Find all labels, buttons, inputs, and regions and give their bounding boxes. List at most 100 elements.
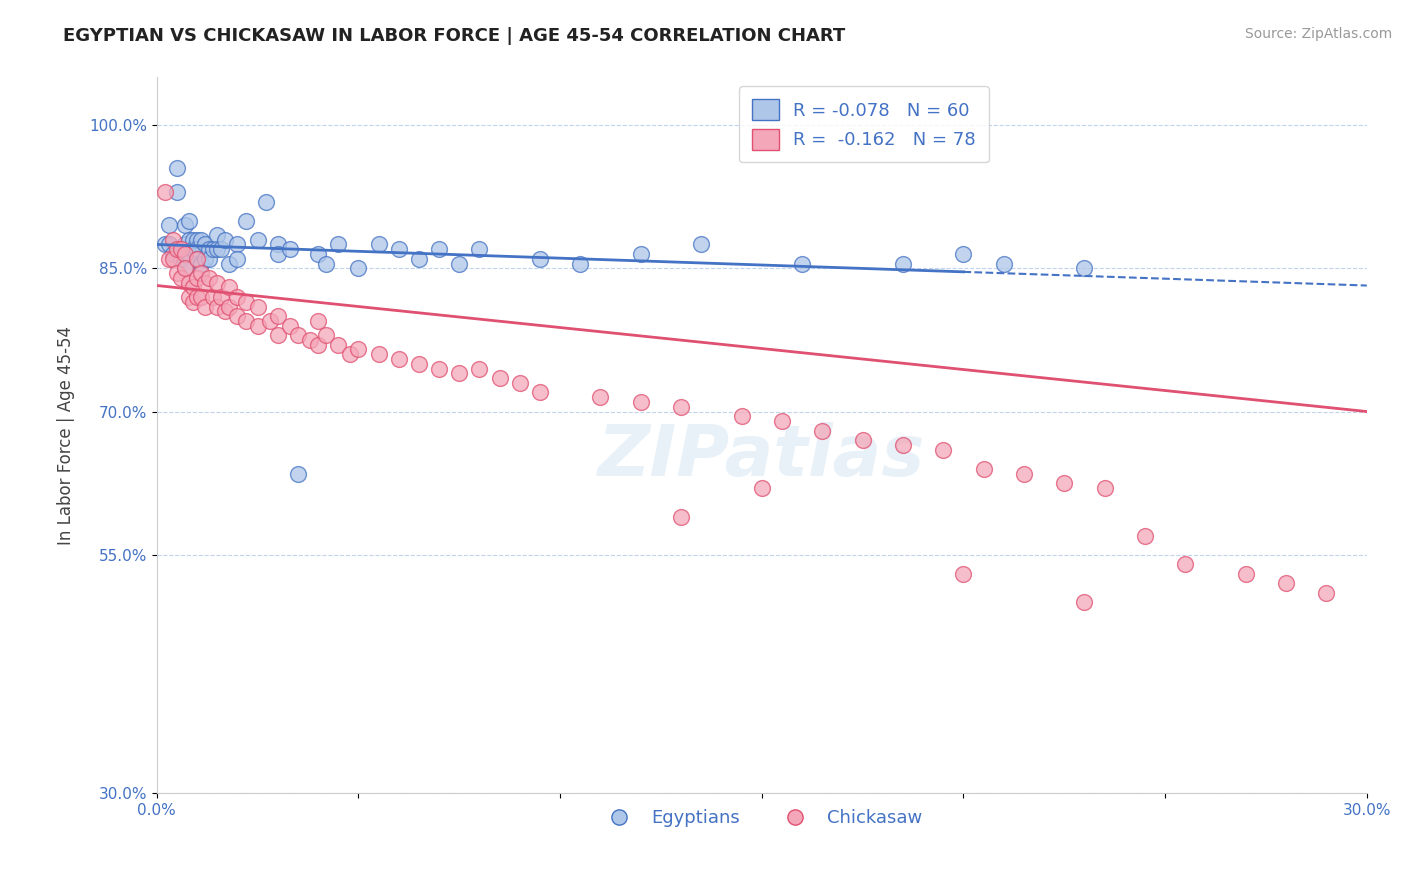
Point — [214, 304, 236, 318]
Point — [202, 242, 225, 256]
Point — [209, 290, 232, 304]
Point — [194, 237, 217, 252]
Point — [529, 252, 551, 266]
Point — [509, 376, 531, 390]
Point — [207, 300, 229, 314]
Point — [408, 357, 430, 371]
Point — [307, 314, 329, 328]
Point — [186, 252, 208, 266]
Point — [235, 213, 257, 227]
Point — [891, 256, 914, 270]
Point — [1053, 476, 1076, 491]
Point — [170, 242, 193, 256]
Point — [186, 242, 208, 256]
Point — [468, 361, 491, 376]
Point — [307, 337, 329, 351]
Point — [347, 261, 370, 276]
Point — [174, 261, 197, 276]
Legend: Egyptians, Chickasaw: Egyptians, Chickasaw — [593, 802, 929, 834]
Point — [166, 266, 188, 280]
Point — [315, 328, 337, 343]
Text: Source: ZipAtlas.com: Source: ZipAtlas.com — [1244, 27, 1392, 41]
Point — [267, 328, 290, 343]
Point — [166, 185, 188, 199]
Point — [218, 300, 240, 314]
Point — [267, 309, 290, 323]
Point — [194, 252, 217, 266]
Point — [198, 271, 221, 285]
Point — [162, 252, 184, 266]
Point — [852, 433, 875, 447]
Point — [427, 361, 450, 376]
Point — [278, 318, 301, 333]
Point — [307, 247, 329, 261]
Point — [226, 290, 249, 304]
Point — [388, 242, 411, 256]
Point — [170, 252, 193, 266]
Point — [952, 247, 974, 261]
Point — [190, 266, 212, 280]
Point — [529, 385, 551, 400]
Point — [367, 347, 389, 361]
Point — [770, 414, 793, 428]
Point — [186, 252, 208, 266]
Point — [246, 318, 269, 333]
Point — [1234, 566, 1257, 581]
Point — [153, 237, 176, 252]
Y-axis label: In Labor Force | Age 45-54: In Labor Force | Age 45-54 — [58, 326, 75, 545]
Point — [209, 242, 232, 256]
Point — [235, 314, 257, 328]
Point — [207, 242, 229, 256]
Point — [973, 462, 995, 476]
Point — [449, 367, 471, 381]
Point — [569, 256, 592, 270]
Point — [690, 237, 713, 252]
Point — [166, 161, 188, 175]
Point — [1012, 467, 1035, 481]
Point — [174, 237, 197, 252]
Point — [177, 247, 200, 261]
Point — [218, 256, 240, 270]
Point — [811, 424, 834, 438]
Point — [1133, 528, 1156, 542]
Point — [287, 328, 309, 343]
Point — [891, 438, 914, 452]
Point — [226, 237, 249, 252]
Point — [202, 290, 225, 304]
Point — [190, 233, 212, 247]
Point — [207, 227, 229, 242]
Point — [186, 271, 208, 285]
Point — [347, 343, 370, 357]
Point — [278, 242, 301, 256]
Point — [339, 347, 361, 361]
Point — [190, 256, 212, 270]
Point — [218, 280, 240, 294]
Point — [177, 213, 200, 227]
Point — [730, 409, 752, 424]
Point — [162, 247, 184, 261]
Point — [157, 219, 180, 233]
Point — [790, 256, 813, 270]
Point — [1073, 261, 1095, 276]
Point — [367, 237, 389, 252]
Point — [186, 233, 208, 247]
Point — [153, 185, 176, 199]
Point — [952, 566, 974, 581]
Point — [259, 314, 281, 328]
Point — [166, 242, 188, 256]
Text: ZIPatlas: ZIPatlas — [598, 423, 925, 491]
Point — [669, 509, 692, 524]
Point — [669, 400, 692, 414]
Point — [246, 300, 269, 314]
Point — [427, 242, 450, 256]
Point — [181, 242, 204, 256]
Point — [388, 352, 411, 367]
Point — [630, 247, 652, 261]
Point — [170, 271, 193, 285]
Point — [181, 280, 204, 294]
Point — [328, 237, 350, 252]
Point — [181, 233, 204, 247]
Point — [993, 256, 1015, 270]
Point — [488, 371, 510, 385]
Point — [246, 233, 269, 247]
